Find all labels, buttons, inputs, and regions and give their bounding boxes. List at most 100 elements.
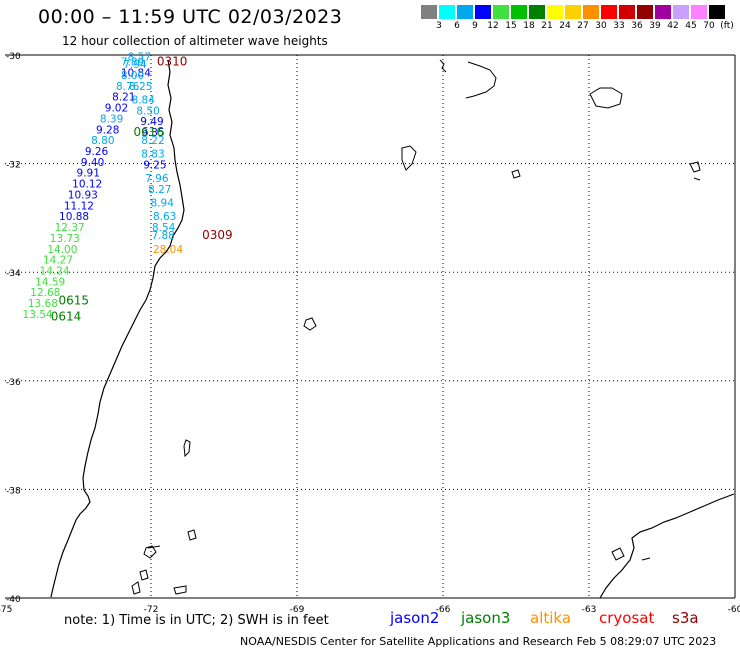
wave-height-value: 11.12 [64, 200, 94, 212]
lon-tick-label: -75 [0, 605, 12, 615]
wave-height-value: 8.63 [153, 211, 176, 223]
lake-east-2 [693, 177, 701, 181]
axis-tick-labels: -30 -32 -34 -36 -38 -40-75 -72 -69 -66 -63 -60 [0, 52, 740, 615]
wave-height-value: 8.00 [121, 70, 144, 82]
coast-detail-1 [611, 547, 625, 561]
wave-height-value: 14.27 [43, 255, 73, 267]
lat-tick-label: -34 [6, 269, 21, 279]
wave-height-value: 13.54 [23, 309, 53, 321]
wave-height-value: 8.83 [141, 149, 164, 161]
pass-time-labels: 0310 0616 0309 0615 0614 [51, 54, 233, 323]
scale-swatch [655, 5, 671, 19]
scale-label: 6 [454, 21, 460, 31]
footer-credit: NOAA/NESDIS Center for Satellite Applica… [240, 635, 717, 648]
wave-height-value: 7.88 [151, 230, 174, 242]
scale-label: 9 [472, 21, 478, 31]
wave-height-value: 13.73 [50, 233, 80, 245]
scale-label: 70 [703, 21, 715, 31]
lat-tick-label: -32 [6, 161, 21, 171]
scale-swatch [691, 5, 707, 19]
lon-tick-label: -72 [144, 605, 159, 615]
wave-height-value: 10.84 [121, 67, 151, 79]
wave-height-value: 10.12 [72, 179, 102, 191]
pass-time-label: 0310 [157, 54, 188, 68]
argentina-atlantic-coast [599, 493, 735, 599]
wave-height-value: 8.57 [128, 52, 151, 64]
island-south-2 [131, 581, 141, 595]
wave-height-value: 8.76 [116, 81, 140, 93]
wave-height-value: 14.24 [40, 265, 70, 277]
lake-central-2 [511, 169, 521, 179]
scale-label: 18 [523, 21, 535, 31]
lat-tick-label: -38 [6, 486, 21, 496]
wave-height-value: 8.50 [136, 105, 159, 117]
pass-time-label: 0614 [51, 310, 82, 324]
coast-detail-2 [641, 557, 651, 561]
satellite-legend-altika: altika [530, 609, 572, 627]
wave-height-value: 12.68 [30, 287, 60, 299]
wave-height-value: 9.49 [140, 116, 163, 128]
scale-label: 27 [577, 21, 589, 31]
island-south-3 [173, 585, 187, 595]
scale-swatch [493, 5, 509, 19]
lon-tick-label: -60 [728, 605, 740, 615]
wave-height-value: 8.21 [112, 92, 135, 104]
lat-tick-label: -30 [6, 52, 21, 62]
lon-tick-label: -69 [290, 605, 305, 615]
lon-tick-label: -63 [582, 605, 597, 615]
scale-swatch [619, 5, 635, 19]
satellite-legend-jason2: jason2 [390, 609, 440, 627]
scale-label: 24 [559, 21, 571, 31]
scale-swatch [421, 5, 437, 19]
wave-height-value: 7.96 [145, 173, 169, 185]
wave-height-value: 9.26 [85, 146, 109, 158]
scale-swatch [565, 5, 581, 19]
wave-height-value: 8.94 [151, 198, 175, 210]
scale-swatch [475, 5, 491, 19]
scale-label: 30 [595, 21, 607, 31]
satellite-legend-cryosat: cryosat [599, 609, 655, 627]
wave-height-value: 13.68 [28, 298, 58, 310]
wave-height-value: 14.59 [35, 276, 65, 288]
wave-height-value: 14.00 [47, 244, 77, 256]
satellite-legend-jason3: jason3 [461, 609, 511, 627]
scale-swatch [547, 5, 563, 19]
wave-height-value: 8.22 [141, 135, 164, 147]
wave-height-value: 9.28 [96, 124, 119, 136]
scale-label: 21 [541, 21, 553, 31]
scale-swatch [709, 5, 725, 19]
river-north [439, 59, 497, 99]
lat-tick-label: -36 [6, 378, 21, 388]
wave-height-value: 9.91 [77, 168, 100, 180]
scale-label: 36 [631, 21, 643, 31]
wave-height-value: 8.25 [129, 81, 152, 93]
pass-time-label: 0616 [133, 125, 164, 139]
lake-1 [183, 439, 191, 458]
wave-height-value: 10.88 [59, 211, 89, 223]
scale-label: (ft) [720, 21, 734, 31]
lake-central-3 [303, 317, 317, 331]
lat-tick-label: -40 [6, 595, 21, 605]
lon-tick-label: -66 [436, 605, 451, 615]
wave-height-value: 7.89 [121, 56, 144, 68]
wave-height-value: 9.35 [141, 127, 164, 139]
scale-label: 45 [685, 21, 697, 31]
wave-height-value: 8.84 [132, 94, 156, 106]
wave-height-value: 7.94 [123, 59, 147, 71]
satellite-legend-s3a: s3a [672, 609, 699, 627]
wave-height-value: 12.37 [55, 222, 85, 234]
lake-2 [187, 529, 197, 541]
wave-height-value: 9.40 [81, 157, 104, 169]
note-text: note: 1) Time is in UTC; 2) SWH is in fe… [64, 613, 329, 628]
scale-label: 15 [505, 21, 517, 31]
wave-height-value: 28.04 [153, 244, 183, 256]
island-south-1 [139, 569, 149, 581]
island-chiloe [143, 545, 157, 559]
lake-central-1 [401, 145, 417, 171]
wave-height-value: 8.27 [148, 184, 171, 196]
scale-swatch [457, 5, 473, 19]
chile-coastline [50, 59, 185, 598]
lagoon-mar-chiquita [589, 87, 623, 109]
